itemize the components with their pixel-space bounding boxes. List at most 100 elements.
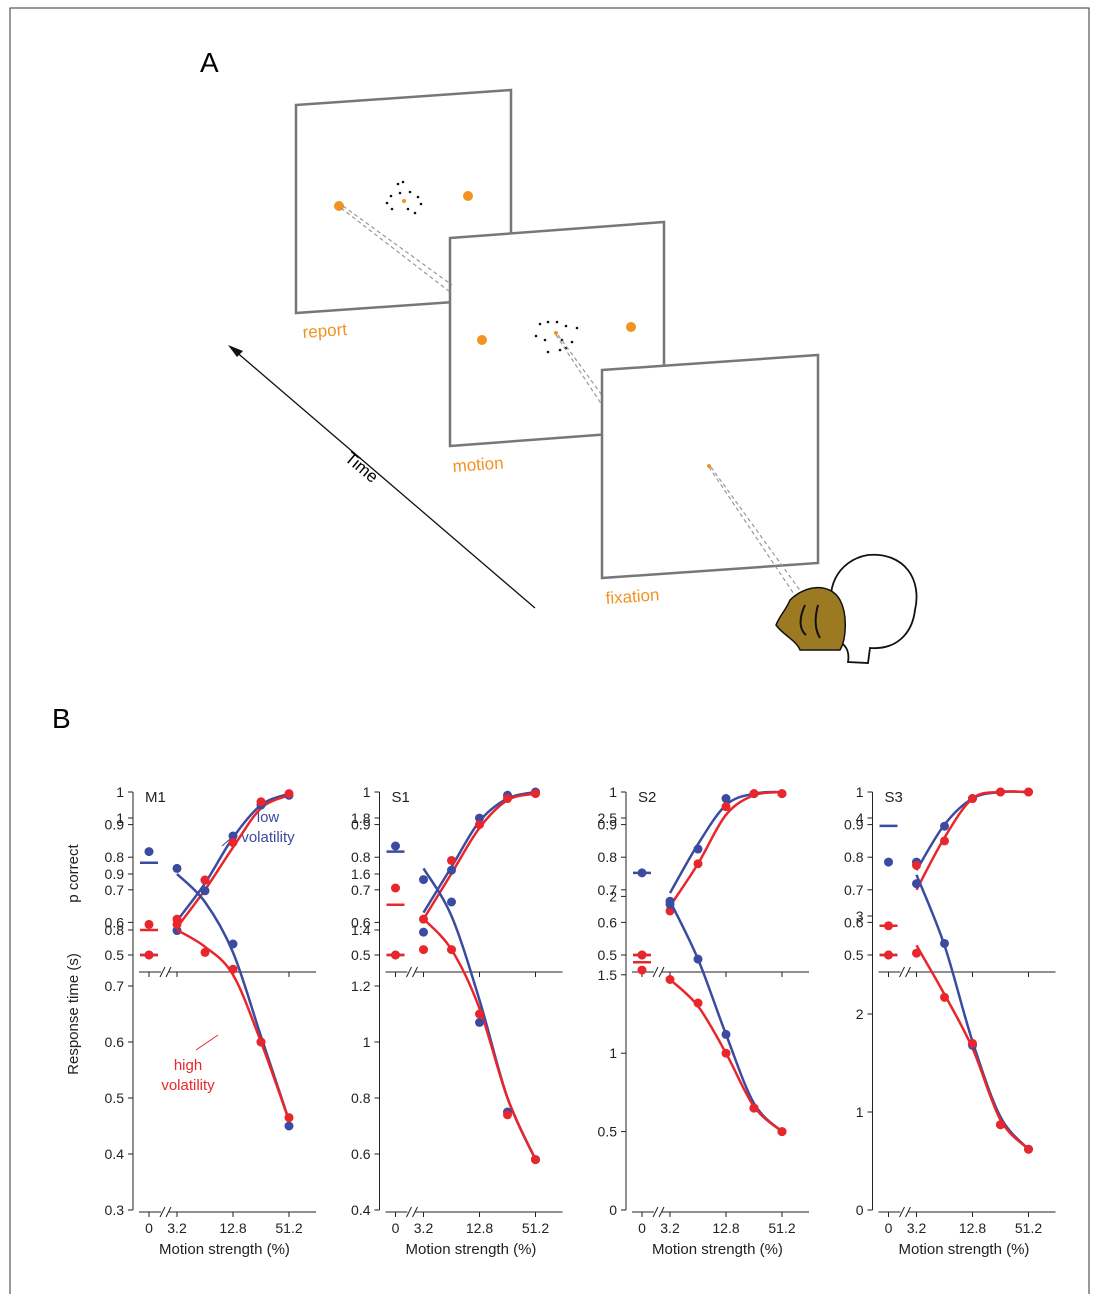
y-tick-label: 0.9: [598, 817, 618, 833]
fit-curve: [422, 792, 536, 920]
y-tick-label: 1: [116, 784, 124, 800]
axis-break: [159, 1206, 172, 1218]
data-point: [1024, 1144, 1033, 1154]
data-point: [721, 802, 731, 812]
data-point: [256, 797, 266, 807]
annotation: high: [174, 1057, 202, 1074]
task-diagram: Time report motion fixation: [228, 88, 918, 664]
y-axis-label: Response time (s): [65, 953, 82, 1075]
target: [463, 191, 473, 201]
data-point: [884, 857, 893, 867]
x-tick-label: 12.8: [466, 1220, 493, 1236]
data-point: [777, 1127, 787, 1137]
screen-label: report: [302, 320, 348, 342]
x-tick-label: 3.2: [414, 1220, 434, 1236]
y-tick-label: 1: [609, 1045, 617, 1061]
fit-curve: [668, 900, 783, 1133]
x-tick-label: 3.2: [660, 1220, 680, 1236]
y-tick-label: 0.8: [105, 849, 125, 865]
axis-break: [652, 1206, 665, 1218]
y-tick-label: 1: [856, 784, 864, 800]
data-point: [172, 919, 182, 929]
data-point: [665, 906, 675, 916]
y-tick-label: 1.6: [351, 866, 371, 882]
data-point: [228, 939, 238, 949]
data-point: [912, 948, 921, 958]
data-point: [447, 897, 456, 907]
gaze-lines: [340, 205, 605, 406]
x-axis-label: Motion strength (%): [652, 1241, 783, 1258]
data-point: [940, 821, 949, 831]
observers: [775, 554, 918, 664]
y-tick-label: 0.8: [351, 849, 371, 865]
y-tick-label: 0.9: [351, 817, 371, 833]
annotation-pointer: [195, 1034, 219, 1051]
data-point: [475, 1009, 484, 1019]
y-tick-label: 0.6: [351, 1146, 371, 1162]
y-tick-label: 1: [363, 784, 371, 800]
y-tick-label: 1: [363, 1034, 371, 1050]
data-point: [996, 787, 1005, 797]
y-tick-label: 2: [856, 1006, 864, 1022]
y-tick-label: 0.6: [351, 914, 371, 930]
frame: [9, 7, 1090, 1294]
target: [626, 322, 636, 332]
y-tick-label: 0.9: [105, 817, 125, 833]
y-tick-label: 1.5: [598, 967, 618, 983]
y-tick-label: 0.6: [598, 914, 618, 930]
data-point: [721, 1029, 731, 1039]
x-tick-label: 12.8: [959, 1220, 986, 1236]
data-point: [1024, 787, 1033, 797]
data-point: [228, 964, 238, 974]
x-axis-label: Motion strength (%): [159, 1241, 290, 1258]
y-tick-label: 0.8: [351, 1090, 371, 1106]
x-tick-label: 0: [145, 1220, 153, 1236]
data-point: [419, 945, 428, 955]
x-tick-label: 0: [638, 1220, 646, 1236]
fit-curve: [668, 790, 783, 907]
x-tick-label: 12.8: [712, 1220, 739, 1236]
annotation: low: [257, 809, 280, 826]
axis-break: [159, 966, 172, 978]
x-axis-label: Motion strength (%): [899, 1241, 1030, 1258]
y-tick-label: 1: [856, 1104, 864, 1120]
panel-label: B: [52, 703, 71, 734]
dots: [385, 180, 423, 215]
y-tick-label: 0.5: [105, 1090, 125, 1106]
data-point: [447, 855, 456, 865]
fixation-point: [707, 464, 711, 468]
y-tick-label: 4: [856, 810, 864, 826]
data-point: [940, 836, 949, 846]
y-tick-label: 0.9: [844, 817, 864, 833]
fit-curve: [175, 794, 290, 929]
y-tick-label: 0.7: [105, 882, 125, 898]
target: [477, 335, 487, 345]
time-arrow: [233, 349, 536, 609]
y-tick-label: 1: [116, 810, 124, 826]
data-point: [637, 868, 647, 878]
data-point: [144, 847, 154, 857]
y-tick-label: 2.5: [598, 810, 618, 826]
x-tick-label: 0: [392, 1220, 400, 1236]
screen-label: motion: [452, 453, 504, 476]
data-point: [228, 838, 238, 848]
chart-title: S2: [638, 789, 656, 806]
data-point: [172, 863, 182, 873]
y-tick-label: 0.5: [598, 947, 618, 963]
data-point: [884, 921, 893, 931]
data-point: [721, 794, 731, 804]
axis-break: [406, 1206, 418, 1218]
data-point: [503, 1110, 512, 1120]
y-tick-label: 2: [609, 888, 617, 904]
data-point: [447, 945, 456, 955]
y-tick-label: 0.7: [598, 882, 618, 898]
fit-curve: [176, 928, 291, 1121]
y-tick-label: 0.6: [105, 914, 125, 930]
data-point: [419, 927, 428, 937]
data-point: [256, 1037, 266, 1047]
fit-curve: [422, 917, 537, 1161]
data-point: [749, 1103, 759, 1113]
y-tick-label: 0.3: [105, 1202, 125, 1218]
y-tick-label: 0.5: [598, 1124, 618, 1140]
annotations: low volatility high volatility: [161, 809, 295, 1094]
